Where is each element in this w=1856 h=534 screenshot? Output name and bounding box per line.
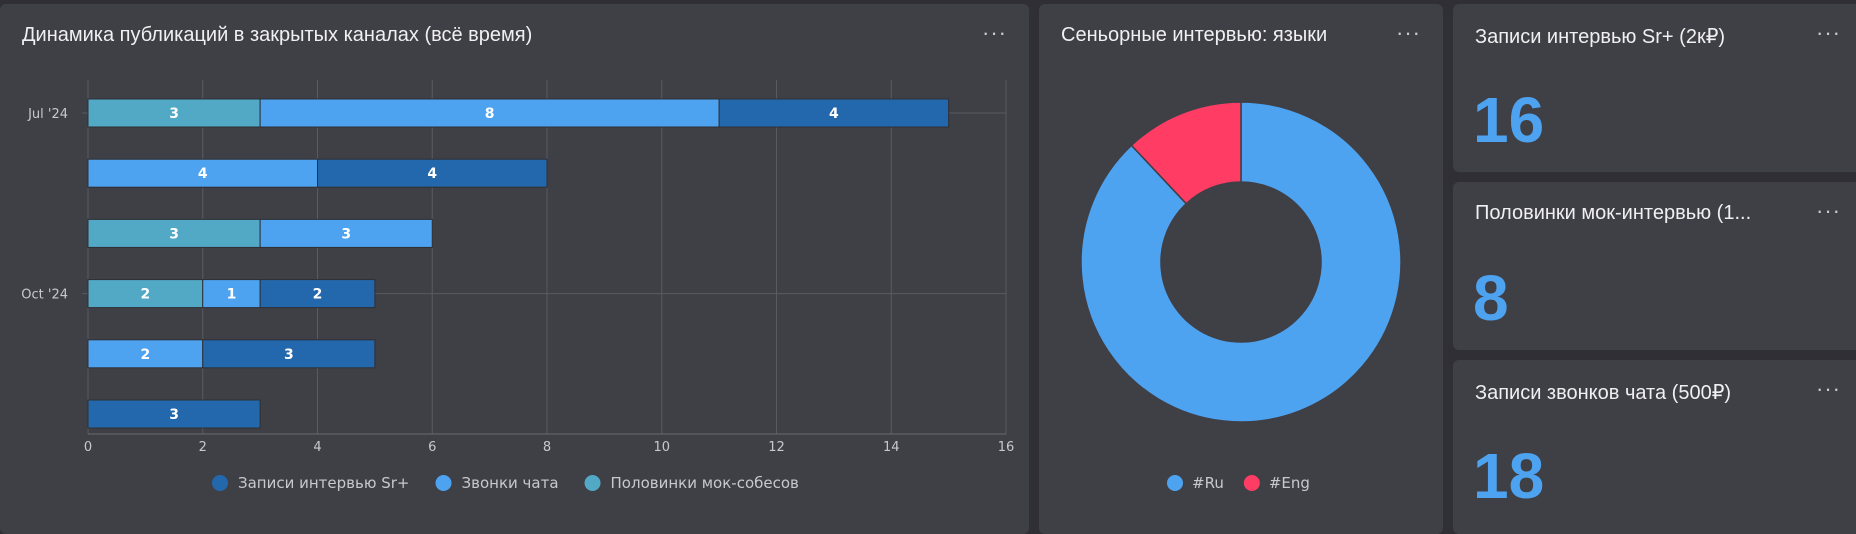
legend-marker xyxy=(435,475,452,491)
bar-data-label: 2 xyxy=(313,287,323,303)
x-tick-label: 2 xyxy=(199,440,207,455)
kpi-value: 16 xyxy=(1473,84,1545,156)
kpi-mock-halves-panel: Половинки мок-интервью (1... ··· 8 xyxy=(1453,182,1856,350)
bar-data-label: 2 xyxy=(141,347,151,363)
y-tick-label: Oct '24 xyxy=(21,288,68,303)
bar-data-label: 8 xyxy=(485,106,495,122)
kpi-interview-records-panel: Записи интервью Sr+ (2к₽) ··· 16 xyxy=(1453,4,1856,172)
bar-data-label: 1 xyxy=(227,287,237,303)
bar-segment xyxy=(87,279,204,309)
kpi-title: Записи интервью Sr+ (2к₽) xyxy=(1475,26,1726,48)
x-tick-label: 4 xyxy=(313,440,321,455)
more-options-icon[interactable]: ··· xyxy=(1396,20,1421,45)
legend-label: Записи интервью Sr+ xyxy=(238,474,410,492)
bar-data-label: 3 xyxy=(284,347,294,363)
bar-segment xyxy=(87,98,261,128)
legend-marker xyxy=(1167,475,1183,491)
more-options-icon[interactable]: ··· xyxy=(1816,198,1841,223)
bar-segment xyxy=(202,339,376,369)
y-tick-label: Jul '24 xyxy=(27,107,68,122)
legend-label: Звонки чата xyxy=(462,474,559,492)
languages-chart-title: Сеньорные интервью: языки xyxy=(1061,24,1328,46)
legend-marker xyxy=(584,475,601,491)
kpi-value: 8 xyxy=(1473,262,1509,334)
legend-label: #Ru xyxy=(1192,474,1224,492)
legend-label: Половинки мок-собесов xyxy=(611,474,799,492)
bar-segment xyxy=(259,279,376,309)
x-tick-label: 8 xyxy=(543,440,551,455)
legend-marker xyxy=(212,475,228,491)
kpi-title: Записи звонков чата (500₽) xyxy=(1475,382,1732,404)
bar-data-label: 4 xyxy=(829,106,839,122)
kpi-title: Половинки мок-интервью (1... xyxy=(1475,202,1752,224)
x-tick-label: 14 xyxy=(883,440,900,455)
x-tick-label: 0 xyxy=(84,440,92,455)
bar-data-label: 4 xyxy=(427,166,437,182)
bar-data-label: 2 xyxy=(141,287,151,303)
bar-segment xyxy=(87,399,261,429)
bar-segment xyxy=(87,158,318,188)
bar-segment xyxy=(259,98,720,128)
bar-segment xyxy=(317,158,548,188)
languages-donut-chart: #Ru #Eng xyxy=(1080,101,1402,492)
legend-label: #Eng xyxy=(1269,474,1310,492)
bar-segment xyxy=(87,218,261,248)
languages-chart-panel: Сеньорные интервью: языки ··· #Ru #Eng xyxy=(1039,4,1443,534)
x-tick-label: 10 xyxy=(653,440,670,455)
bar-data-label: 3 xyxy=(169,226,179,242)
x-tick-label: 12 xyxy=(768,440,785,455)
kpi-call-records-panel: Записи звонков чата (500₽) ··· 18 xyxy=(1453,360,1856,534)
bar-data-label: 3 xyxy=(169,106,179,122)
publications-chart-panel: Динамика публикаций в закрытых каналах (… xyxy=(0,4,1029,534)
x-tick-label: 6 xyxy=(428,440,436,455)
bar-data-label: 3 xyxy=(341,226,351,242)
bar-segment xyxy=(87,339,204,369)
kpi-value: 18 xyxy=(1473,440,1545,512)
more-options-icon[interactable]: ··· xyxy=(1816,376,1841,401)
more-options-icon[interactable]: ··· xyxy=(1816,20,1841,45)
donut-slice xyxy=(1130,101,1242,205)
x-tick-label: 16 xyxy=(998,440,1015,455)
more-options-icon[interactable]: ··· xyxy=(982,20,1007,45)
publications-chart-title: Динамика публикаций в закрытых каналах (… xyxy=(22,24,533,46)
legend-marker xyxy=(1243,475,1260,491)
bar-data-label: 3 xyxy=(169,407,179,423)
bar-segment xyxy=(718,98,950,128)
donut-slice xyxy=(1080,101,1402,423)
bar-data-label: 4 xyxy=(198,166,208,182)
bar-segment xyxy=(259,218,433,248)
